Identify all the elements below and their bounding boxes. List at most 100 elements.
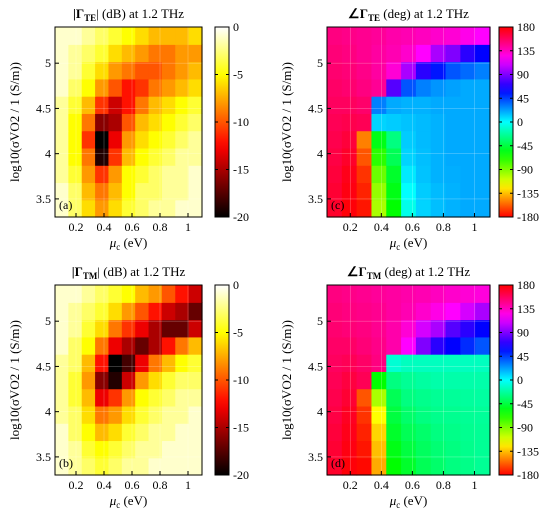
x-axis-label: μc (eV) — [109, 235, 148, 252]
colorbar-tick-label: -20 — [233, 210, 249, 224]
heatmap-cell — [415, 319, 432, 338]
heatmap-cell — [386, 61, 402, 80]
heatmap-cell — [95, 199, 110, 218]
heatmap-cell — [445, 113, 461, 132]
panel-a: 0.2 0.4 0.6 0.8 1 3.5 4 4.5 5 |ΓTE| (dB) at 1.2 T… — [7, 6, 249, 252]
chart-title: ∠ΓTM (deg) at 1.2 THz — [347, 264, 471, 281]
heatmap-cell — [371, 302, 387, 321]
heatmap-cell — [121, 147, 136, 166]
heatmap-cell — [460, 405, 476, 424]
heatmap-cell — [108, 113, 123, 132]
heatmap-cell — [327, 423, 343, 442]
heatmap-cell — [371, 371, 387, 390]
heatmap-cell — [371, 165, 387, 184]
heatmap-cell — [81, 440, 96, 459]
heatmap-cell — [161, 302, 176, 321]
colorbar-tick-label: 135 — [517, 44, 535, 58]
heatmap-cell — [95, 405, 110, 424]
x-tick-label: 1 — [185, 478, 191, 492]
heatmap-cell — [188, 336, 203, 355]
x-axis-label: μc (eV) — [109, 493, 148, 510]
colorbar-tick-label: 0 — [233, 278, 239, 292]
heatmap-cell — [356, 165, 373, 184]
heatmap-cell — [135, 147, 150, 166]
plot-frame — [54, 26, 203, 218]
heatmap-cell — [327, 130, 343, 149]
heatmap-cell — [161, 27, 176, 45]
panel-label: (c) — [331, 198, 344, 212]
heatmap-cell — [161, 78, 176, 97]
heatmap-cell — [430, 27, 447, 45]
heatmap-cell — [430, 354, 447, 372]
heatmap-cell — [55, 371, 69, 390]
heatmap-cell — [401, 302, 417, 321]
heatmap-cell — [475, 440, 491, 459]
heatmap-cell — [148, 302, 163, 321]
heatmap-cell — [371, 130, 387, 149]
heatmap-cell — [188, 147, 203, 166]
y-tick-label: 3.5 — [308, 192, 323, 206]
heatmap-cell — [95, 440, 110, 459]
colorbar-tick-label: 180 — [517, 20, 535, 34]
heatmap-cell — [341, 182, 358, 201]
heatmap-cell — [135, 199, 150, 218]
heatmap-cell — [175, 423, 190, 442]
heatmap-cell — [81, 199, 96, 218]
heatmap-cell — [386, 285, 402, 303]
heatmap-cell — [327, 285, 343, 303]
heatmap-cell — [68, 319, 83, 338]
heatmap-cell — [460, 354, 476, 372]
colorbar-tick-label: -90 — [517, 163, 533, 177]
heatmap-cell — [175, 440, 190, 459]
heatmap-cell — [175, 457, 190, 476]
heatmap-cell — [161, 199, 176, 218]
heatmap-cell — [430, 165, 447, 184]
heatmap-cell — [445, 336, 461, 355]
heatmap-cell — [81, 165, 96, 184]
heatmap-cell — [371, 61, 387, 80]
heatmap-cell — [188, 405, 203, 424]
heatmap-cell — [386, 354, 402, 372]
colorbar-tick-label: 90 — [517, 68, 529, 82]
heatmap-cell — [55, 78, 69, 97]
heatmap-cell — [430, 388, 447, 407]
heatmap-cell — [108, 44, 123, 63]
colorbar-tick-label: 45 — [517, 91, 529, 105]
heatmap-cell — [68, 457, 83, 476]
heatmap-cell — [445, 147, 461, 166]
chart-title: ∠ΓTE (deg) at 1.2 THz — [348, 6, 469, 23]
heatmap-cell — [135, 354, 150, 372]
heatmap-cell — [386, 388, 402, 407]
heatmap-cell — [475, 147, 491, 166]
heatmap-cell — [341, 27, 358, 45]
x-tick-label: 0.8 — [153, 220, 168, 234]
heatmap-cell — [148, 440, 163, 459]
heatmap-cell — [415, 182, 432, 201]
heatmap-cell — [386, 165, 402, 184]
heatmap-cell — [341, 423, 358, 442]
heatmap-cell — [175, 44, 190, 63]
heatmap-cell — [356, 96, 373, 114]
heatmap-cell — [81, 44, 96, 63]
heatmap-cell — [95, 371, 110, 390]
heatmap-cell — [108, 336, 123, 355]
heatmap-cell — [475, 285, 491, 303]
heatmap-cell — [415, 302, 432, 321]
heatmap-cell — [188, 388, 203, 407]
heatmap-cell — [401, 457, 417, 476]
heatmap-cell — [81, 354, 96, 372]
colorbar-tick-label: 0 — [517, 115, 523, 129]
x-tick-label: 0.8 — [436, 220, 451, 234]
x-tick-label: 0.8 — [436, 478, 451, 492]
heatmap-cell — [121, 354, 136, 372]
x-tick-label: 0.6 — [405, 478, 420, 492]
heatmap-cell — [68, 96, 83, 114]
heatmap-cell — [401, 113, 417, 132]
x-tick-label: 0.2 — [69, 478, 84, 492]
heatmap-cell — [356, 388, 373, 407]
heatmap-cell — [415, 336, 432, 355]
heatmap-cell — [401, 27, 417, 45]
heatmap-cell — [415, 423, 432, 442]
y-tick-label: 5 — [45, 314, 51, 328]
heatmap-cell — [415, 78, 432, 97]
